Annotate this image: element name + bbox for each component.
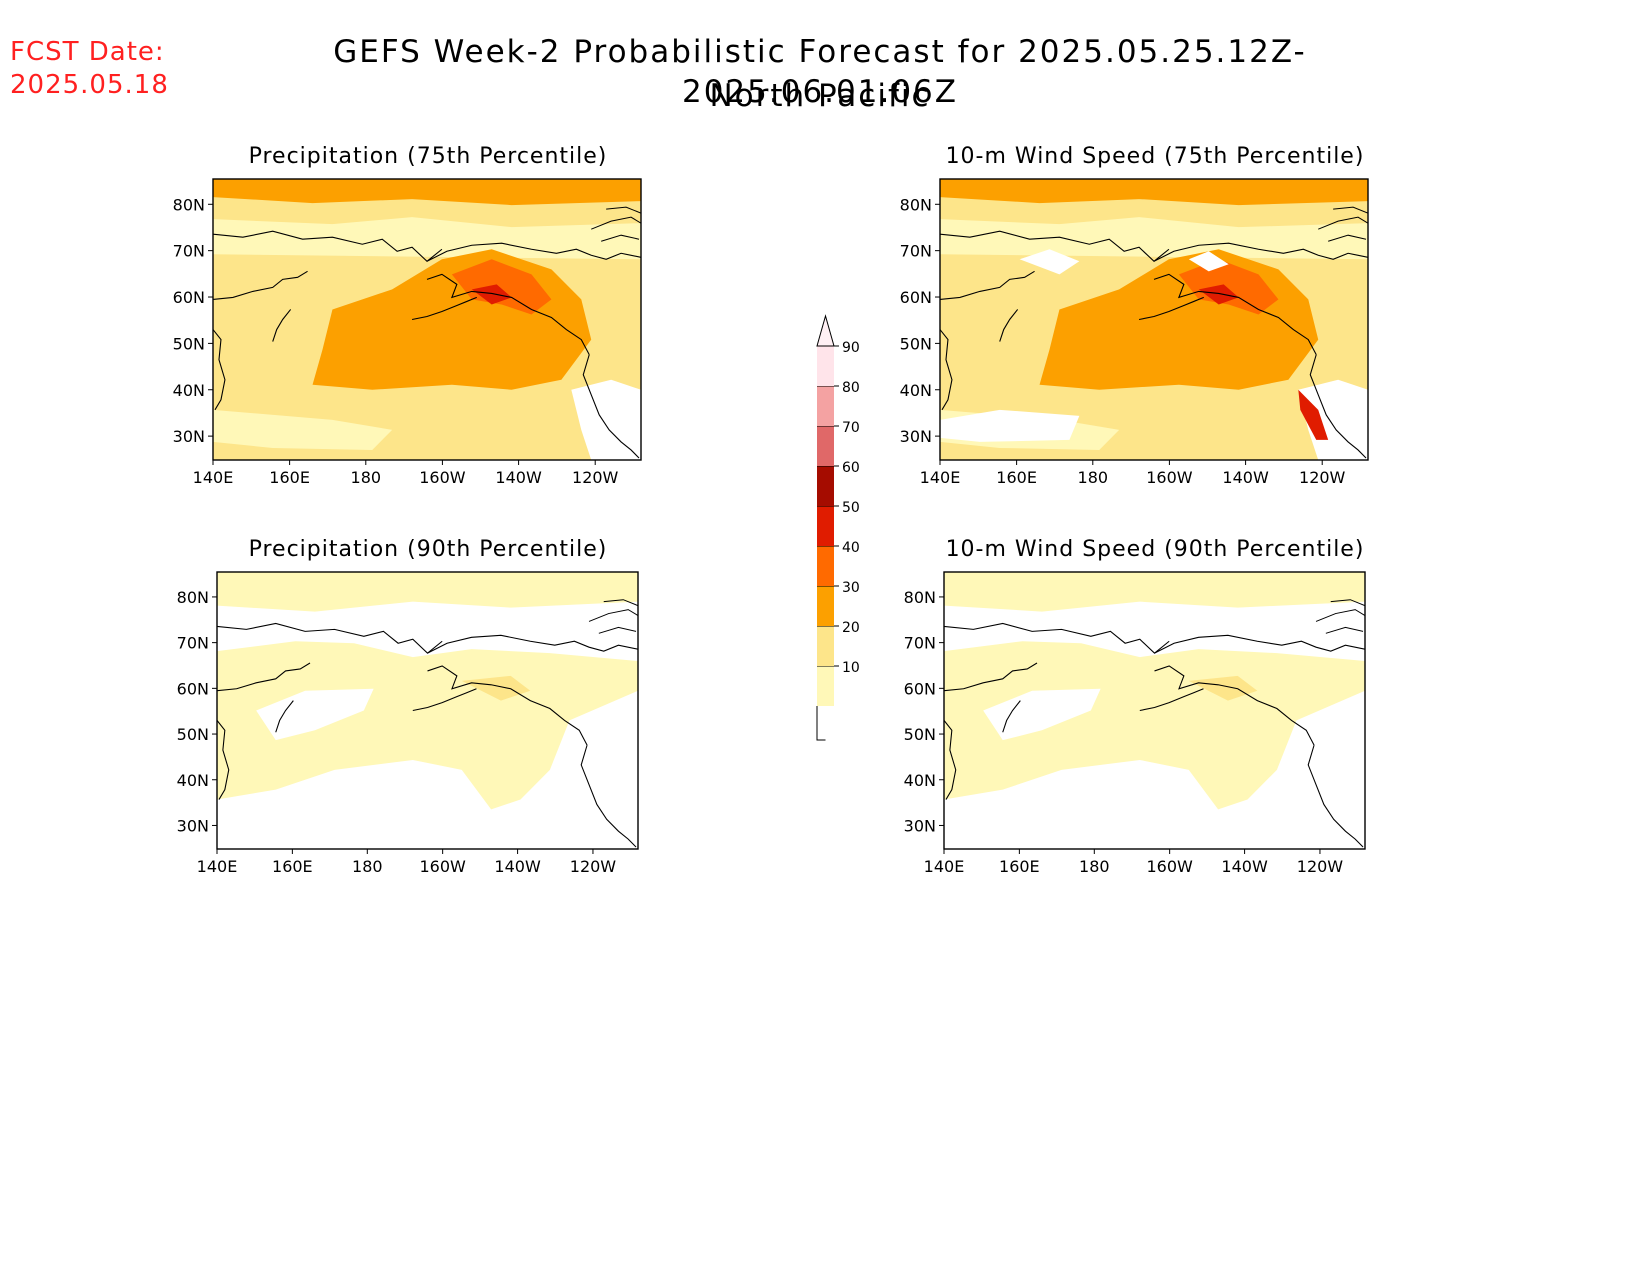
- lon-tick-label: 140E: [920, 468, 961, 487]
- lat-tick-label: 40N: [173, 381, 205, 400]
- colorbar-label: 60: [842, 460, 860, 476]
- map-panel-precip75: 80N 70N 60N 50N 40N 30N 140E 160E 180 160W 140W 120…: [173, 178, 642, 487]
- lon-tick-label: 120W: [570, 857, 617, 876]
- lat-tick-label: 70N: [177, 634, 209, 653]
- shaded-field: [940, 179, 1368, 460]
- colorbar-label: 10: [842, 660, 860, 676]
- colorbar-label: 40: [842, 540, 860, 556]
- lat-tick-label: 30N: [173, 427, 205, 446]
- map-panel-wind90: 80N 70N 60N 50N 40N 30N 140E 160E 180 160W 140W 120…: [904, 571, 1366, 876]
- shaded-field: [217, 572, 638, 849]
- lat-tick-label: 80N: [173, 195, 205, 214]
- map-panel-wind75: 80N 70N 60N 50N 40N 30N 140E 160E 180 160W 140W 120…: [900, 178, 1369, 487]
- lon-tick-label: 180: [351, 468, 382, 487]
- map-frame: [212, 178, 642, 461]
- lat-tick-label: 60N: [900, 288, 932, 307]
- map-frame: [943, 571, 1366, 850]
- colorbar-label: 50: [842, 500, 860, 516]
- page-title: GEFS Week-2 Probabilistic Forecast for 2…: [333, 34, 1307, 110]
- lon-tick-label: 140W: [495, 468, 542, 487]
- shaded-field: [944, 572, 1365, 849]
- lat-tick-label: 50N: [177, 725, 209, 744]
- lon-tick-label: 160E: [272, 857, 313, 876]
- panel-title-precip75: Precipitation (75th Percentile): [248, 144, 608, 169]
- shaded-field: [213, 179, 641, 460]
- lon-tick-label: 180: [352, 857, 383, 876]
- colorbar-segment: [817, 346, 834, 386]
- colorbar-segment: [817, 466, 834, 506]
- lon-tick-label: 120W: [572, 468, 619, 487]
- colorbar-segment: [817, 626, 834, 666]
- colorbar-label: 80: [842, 380, 860, 396]
- lat-tick-label: 50N: [900, 334, 932, 353]
- lon-tick-label: 160E: [999, 857, 1040, 876]
- lon-tick-label: 140W: [1221, 857, 1268, 876]
- lat-tick-label: 30N: [177, 816, 209, 835]
- colorbar-segment: [817, 586, 834, 626]
- colorbar-top-triangle: [816, 314, 835, 347]
- lon-tick-label: 160E: [996, 468, 1037, 487]
- lat-tick-label: 80N: [904, 588, 936, 607]
- lon-tick-label: 160W: [419, 857, 466, 876]
- lon-tick-label: 120W: [1299, 468, 1346, 487]
- map-panel-precip90: 80N 70N 60N 50N 40N 30N 140E 160E 180 160W 140W 120…: [177, 571, 639, 876]
- lon-tick-label: 180: [1079, 857, 1110, 876]
- lat-tick-label: 60N: [904, 679, 936, 698]
- lon-tick-label: 160E: [269, 468, 310, 487]
- lon-tick-label: 140E: [924, 857, 965, 876]
- lat-tick-label: 80N: [900, 195, 932, 214]
- panel-title-wind75: 10-m Wind Speed (75th Percentile): [945, 144, 1365, 169]
- colorbar-label: 90: [842, 340, 860, 356]
- map-frame: [939, 178, 1369, 461]
- colorbar-label: 20: [842, 620, 860, 636]
- colorbar-segment: [817, 666, 834, 706]
- lon-tick-label: 160W: [1146, 468, 1193, 487]
- colorbar-label: 70: [842, 420, 860, 436]
- lat-tick-label: 70N: [900, 242, 932, 261]
- lon-tick-label: 140W: [1222, 468, 1269, 487]
- lon-tick-label: 120W: [1297, 857, 1344, 876]
- lat-tick-label: 40N: [904, 771, 936, 790]
- lon-tick-label: 140E: [197, 857, 238, 876]
- lon-tick-label: 160W: [1146, 857, 1193, 876]
- lat-tick-label: 80N: [177, 588, 209, 607]
- lat-tick-label: 60N: [173, 288, 205, 307]
- colorbar-segment: [817, 426, 834, 466]
- lat-tick-label: 60N: [177, 679, 209, 698]
- fcst-date-label: FCST Date: 2025.05.18: [10, 36, 169, 102]
- lat-tick-label: 30N: [900, 427, 932, 446]
- lat-tick-label: 70N: [173, 242, 205, 261]
- lat-tick-label: 40N: [177, 771, 209, 790]
- lon-tick-label: 180: [1078, 468, 1109, 487]
- colorbar: 10 20 30 40 50 60 70 80 90: [816, 314, 860, 741]
- panel-title-precip90: Precipitation (90th Percentile): [248, 537, 608, 562]
- lat-tick-label: 30N: [904, 816, 936, 835]
- region-subtitle: North Pacific: [709, 78, 931, 114]
- colorbar-segment: [817, 546, 834, 586]
- panel-title-wind90: 10-m Wind Speed (90th Percentile): [945, 537, 1365, 562]
- lat-tick-label: 70N: [904, 634, 936, 653]
- colorbar-segment: [817, 506, 834, 546]
- lon-tick-label: 140E: [193, 468, 234, 487]
- fcst-label: FCST Date:: [10, 37, 165, 67]
- colorbar-segment: [817, 386, 834, 426]
- lon-tick-label: 160W: [419, 468, 466, 487]
- lat-tick-label: 50N: [904, 725, 936, 744]
- colorbar-label: 30: [842, 580, 860, 596]
- lat-tick-label: 50N: [173, 334, 205, 353]
- map-frame: [216, 571, 639, 850]
- lat-tick-label: 40N: [900, 381, 932, 400]
- fcst-date: 2025.05.18: [10, 70, 169, 100]
- lon-tick-label: 140W: [494, 857, 541, 876]
